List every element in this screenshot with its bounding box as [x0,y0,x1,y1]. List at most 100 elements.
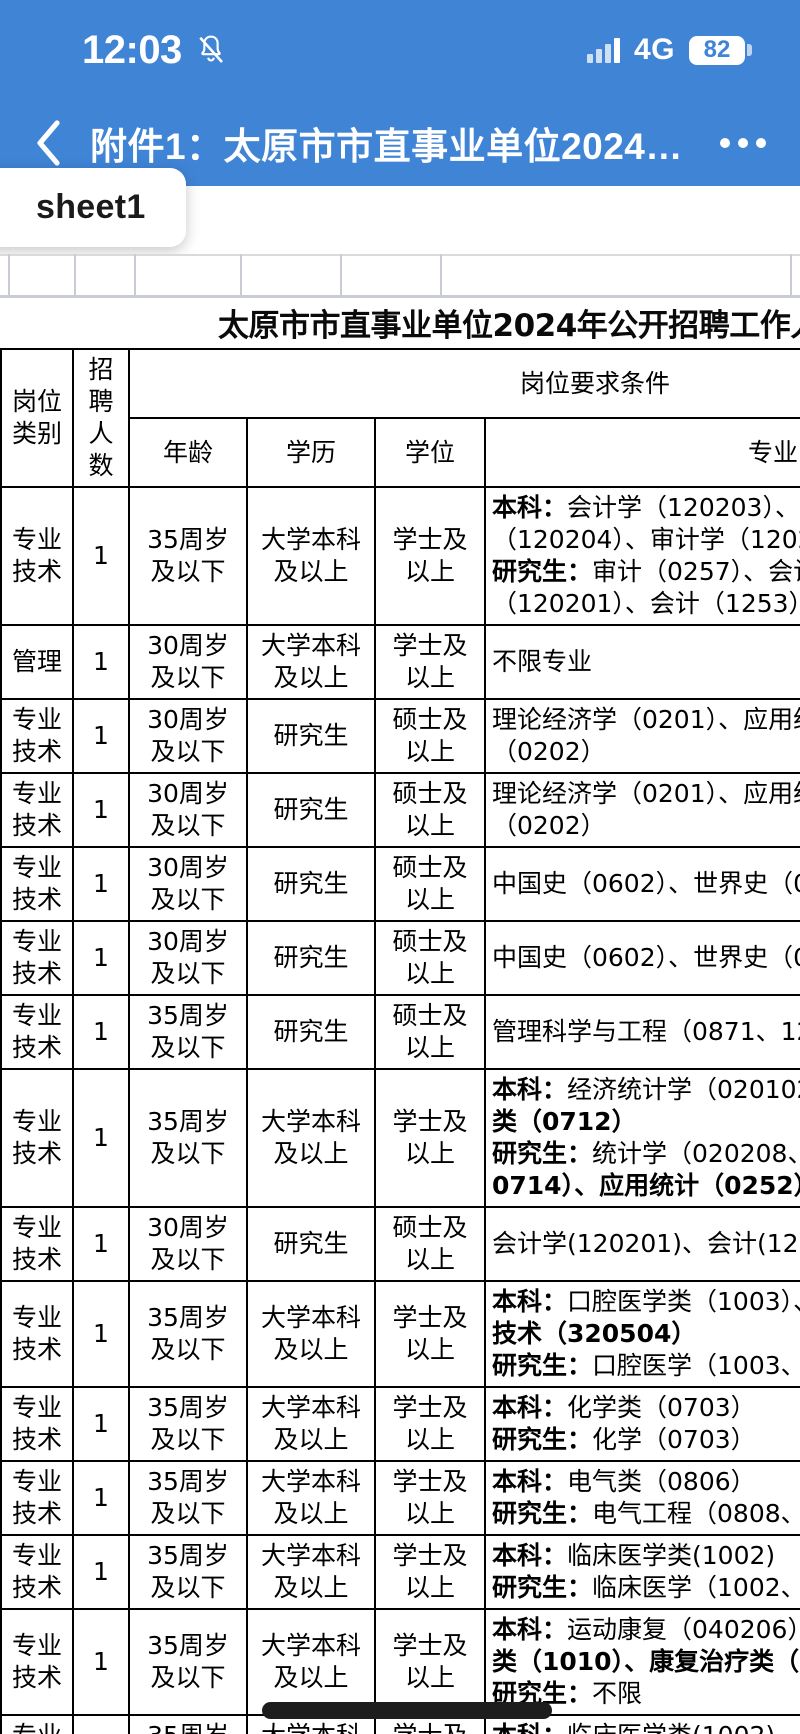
major-line: 研究生：电气工程（0808、085801） [492,1499,800,1528]
grid-column-line [340,254,342,298]
battery-level-label: 82 [689,35,745,65]
major-line: 管理科学与工程（0871、1201） [492,1017,800,1046]
chevron-left-icon [37,120,60,166]
more-options-button[interactable] [702,138,766,148]
cell-age: 35周岁及以下 [128,1280,248,1388]
major-line: 理论经济学（0201）、应用经济学 [492,705,800,734]
major-line: 中国史（0602）、世界史（0603） [492,869,800,898]
major-line: （0202） [492,737,606,766]
th-age: 年龄 [128,417,248,488]
grid-column-line [134,254,136,298]
cell-age: 35周岁及以下 [128,1386,248,1462]
cell-count: 1 [72,1608,130,1716]
cell-age: 35周岁及以下 [128,1534,248,1610]
cell-age: 35周岁及以下 [128,486,248,626]
major-line: 研究生：统计学（020208、0270、 [492,1139,800,1168]
cell-count: 1 [72,1460,130,1536]
cell-age: 30周岁及以下 [128,624,248,700]
cell-major: 理论经济学（0201）、应用经济学 （0202） [483,772,800,848]
job-table-container[interactable]: 岗位类别 招聘人数 岗位要求条件 年龄 学历 学位 专业 专业技术 1 35周岁及以… [0,348,800,1734]
major-line: 本科：电气类（0806） [492,1467,756,1496]
battery-indicator: 82 [689,35,752,65]
cell-education: 大学本科及以上 [246,1386,376,1462]
major-line: 本科：口腔医学类（1003）、口腔医学 [492,1287,800,1316]
cell-degree: 学士及以上 [374,486,486,626]
spreadsheet-grid-strip [0,254,800,298]
table-header: 岗位类别 招聘人数 岗位要求条件 年龄 学历 学位 专业 [0,348,800,488]
cell-education: 大学本科及以上 [246,1068,376,1208]
major-line: 技术（320504） [492,1319,697,1348]
table-header-row-1: 岗位类别 招聘人数 岗位要求条件 [0,348,800,488]
major-line: 类（0712） [492,1107,637,1136]
cell-category: 专业技术 [0,1206,74,1282]
horizontal-scrollbar-thumb[interactable] [262,1702,552,1719]
cell-education: 大学本科及以上 [246,1460,376,1536]
cell-major: 本科：电气类（0806） 研究生：电气工程（0808、085801） [483,1460,800,1536]
bell-slash-icon [196,33,226,67]
cell-age: 30周岁及以下 [128,772,248,848]
cell-age: 30周岁及以下 [128,920,248,996]
major-line: 研究生：口腔医学（1003、1052） [492,1351,800,1380]
cell-education: 研究生 [246,920,376,996]
cell-degree: 学士及以上 [374,1534,486,1610]
cell-count: 1 [72,920,130,996]
table-row: 专业技术 1 35周岁及以下 大学本科及以上 学士及以上 本科：化学类（0703） 研究生：… [0,1386,800,1462]
grid-column-line [74,254,76,298]
major-line: 本科：临床医学类(1002) [492,1541,776,1570]
cell-major: 本科：会计学（120203）、财务管理 （120204）、审计学（120207） 研… [483,486,800,626]
cell-degree: 硕士及以上 [374,698,486,774]
cell-major: 本科：临床医学类(1002) 研究生：临床医学（1002、1051） [483,1534,800,1610]
cell-age: 30周岁及以下 [128,1206,248,1282]
table-body: 专业技术135周岁及以下大学本科及以上学士及以上本科：会计学（120203）、财… [0,486,800,1734]
major-line: （120204）、审计学（120207） [492,525,800,554]
table-row: 专业技术 1 35周岁及以下 大学本科及以上 学士及以上 本科：电气类（0806） 研究生：… [0,1460,800,1536]
major-line: 本科：运动康复（040206）、医学技术 [492,1615,800,1644]
cell-count: 1 [72,698,130,774]
cell-category: 专业技术 [0,1714,74,1734]
cell-degree: 硕士及以上 [374,772,486,848]
major-line: 会计学(120201)、会计(1253) [492,1229,800,1258]
job-requirements-table: 岗位类别 招聘人数 岗位要求条件 年龄 学历 学位 专业 专业技术 1 35周岁及以… [0,348,800,1734]
cell-degree: 学士及以上 [374,1460,486,1536]
grid-column-line [790,254,792,298]
grid-column-line [8,254,10,298]
table-row: 专业技术135周岁及以下大学本科及以上学士及以上本科：口腔医学类（1003）、口… [0,1280,800,1388]
grid-column-line [440,254,442,298]
status-bar-right: 4G 82 [586,33,752,67]
cell-education: 研究生 [246,994,376,1070]
more-horizontal-icon-dot [738,138,748,148]
table-row: 专业技术135周岁及以下大学本科及以上学士及以上本科：会计学（120203）、财… [0,486,800,626]
cell-major: 会计学(120201)、会计(1253) [483,1206,800,1282]
cell-age: 35周岁及以下 [128,994,248,1070]
back-button[interactable] [22,119,76,167]
cell-count: 1 [72,1386,130,1462]
cell-age: 30周岁及以下 [128,698,248,774]
cell-education: 大学本科及以上 [246,1608,376,1716]
cell-count: 1 [72,1280,130,1388]
cell-category: 专业技术 [0,1068,74,1208]
cell-degree: 硕士及以上 [374,920,486,996]
major-line: 本科：会计学（120203）、财务管理 [492,493,800,522]
cell-age: 35周岁及以下 [128,1714,248,1734]
cell-count: 1 [72,1068,130,1208]
cell-category: 专业技术 [0,486,74,626]
cell-category: 专业技术 [0,1280,74,1388]
cell-education: 研究生 [246,846,376,922]
sheet-tab-sheet1[interactable]: sheet1 [0,168,186,247]
cell-major: 本科：化学类（0703） 研究生：化学（0703） [483,1386,800,1462]
cell-category: 专业技术 [0,846,74,922]
more-horizontal-icon-dot [720,138,730,148]
major-line: 本科：临床医学类(1002) [492,1720,800,1734]
cell-education: 研究生 [246,1206,376,1282]
major-line: 0714）、应用统计（0252） [492,1171,800,1200]
cell-degree: 学士及以上 [374,1386,486,1462]
major-line: （0202） [492,811,606,840]
major-line: 类（1010）、康复治疗类（3206） [492,1647,800,1676]
cell-category: 专业技术 [0,1460,74,1536]
th-degree: 学位 [374,417,486,488]
status-time: 12:03 [82,28,182,72]
